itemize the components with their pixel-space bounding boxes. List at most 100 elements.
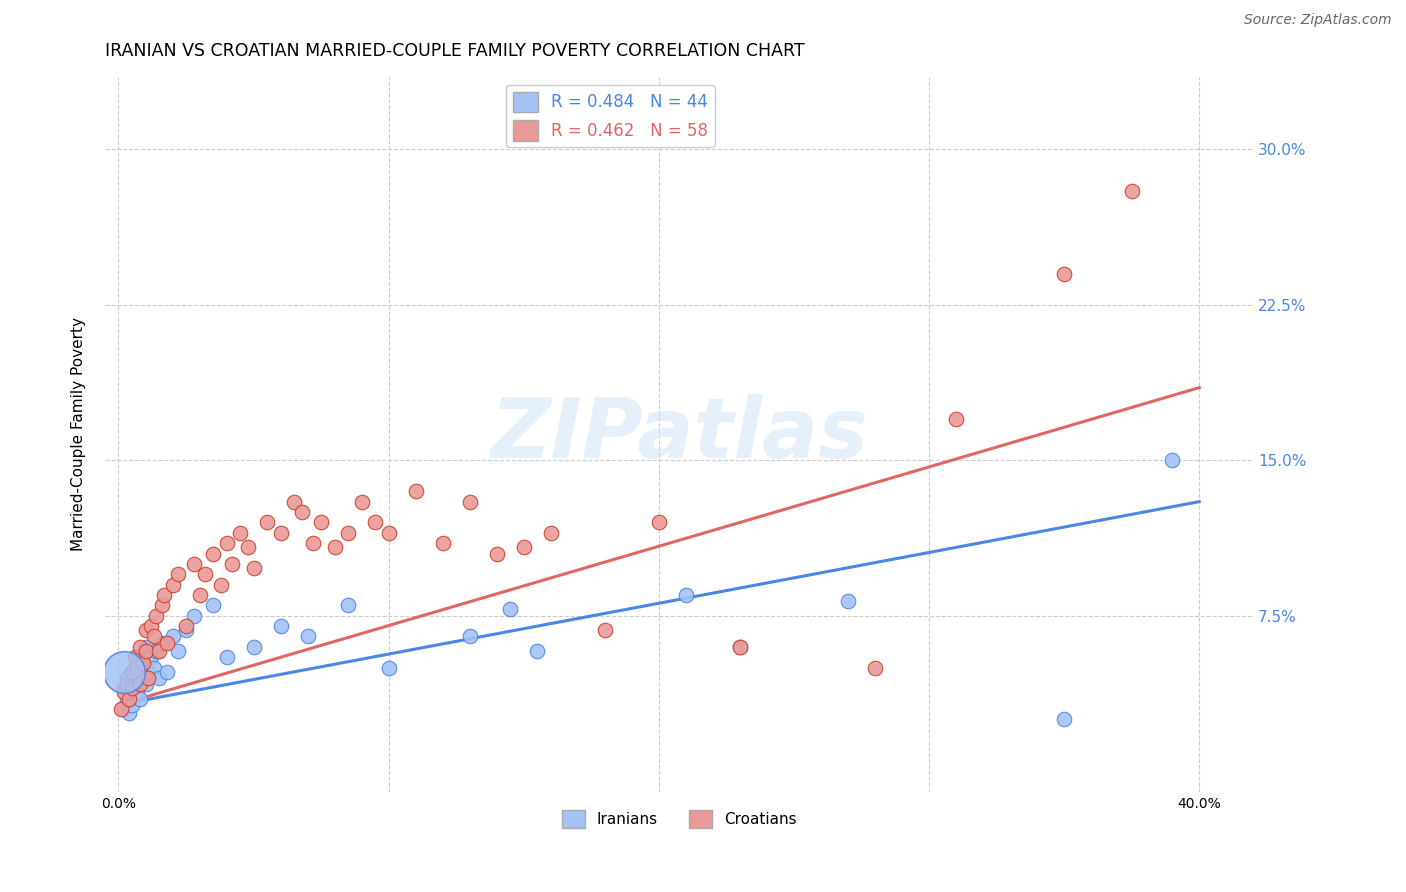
Point [127, 660, 149, 674]
Text: IRANIAN VS CROATIAN MARRIED-COUPLE FAMILY POVERTY CORRELATION CHART: IRANIAN VS CROATIAN MARRIED-COUPLE FAMIL… [105, 42, 804, 60]
Point [209, 577, 232, 591]
Point [302, 536, 325, 550]
Text: Source: ZipAtlas.com: Source: ZipAtlas.com [1244, 13, 1392, 28]
Point [162, 630, 184, 644]
Point [377, 660, 399, 674]
Point [1053, 267, 1076, 281]
Point [156, 665, 179, 679]
Point [167, 567, 190, 582]
Point [215, 536, 238, 550]
Point [142, 660, 165, 674]
Point [112, 681, 135, 696]
Point [202, 547, 225, 561]
Point [229, 525, 252, 540]
Point [148, 644, 170, 658]
Point [121, 681, 143, 696]
Point [148, 671, 170, 685]
Point [127, 685, 149, 699]
Point [124, 650, 146, 665]
Point [118, 706, 141, 721]
Point [499, 602, 522, 616]
Point [127, 650, 149, 665]
Point [513, 541, 536, 555]
Point [134, 624, 156, 638]
Point [291, 505, 314, 519]
Point [150, 635, 173, 649]
Point [377, 525, 399, 540]
Point [270, 525, 292, 540]
Point [256, 516, 278, 530]
Point [121, 665, 143, 679]
Point [238, 541, 260, 555]
Point [728, 640, 751, 654]
Point [194, 567, 217, 582]
Point [136, 665, 159, 679]
Point [129, 677, 152, 691]
Point [150, 599, 173, 613]
Point [118, 685, 141, 699]
Point [242, 640, 264, 654]
Y-axis label: Married-Couple Family Poverty: Married-Couple Family Poverty [72, 318, 86, 551]
Point [458, 494, 481, 508]
Point [1121, 184, 1143, 198]
Point [129, 671, 152, 685]
Point [183, 608, 205, 623]
Point [458, 630, 481, 644]
Point [863, 660, 886, 674]
Point [110, 702, 132, 716]
Point [485, 547, 508, 561]
Point [1161, 453, 1184, 467]
Point [118, 691, 141, 706]
Point [145, 644, 167, 658]
Legend: Iranians, Croatians: Iranians, Croatians [555, 804, 803, 834]
Point [837, 594, 859, 608]
Point [540, 525, 562, 540]
Point [945, 411, 967, 425]
Point [112, 665, 135, 679]
Point [124, 660, 146, 674]
Point [183, 557, 205, 571]
Point [134, 640, 156, 654]
Point [115, 671, 138, 685]
Point [323, 541, 346, 555]
Point [221, 557, 243, 571]
Point [142, 630, 165, 644]
Point [350, 494, 373, 508]
Point [121, 698, 143, 712]
Point [112, 685, 135, 699]
Point [115, 691, 138, 706]
Point [136, 671, 159, 685]
Point [405, 484, 427, 499]
Point [364, 516, 387, 530]
Point [188, 588, 211, 602]
Point [132, 657, 155, 671]
Point [121, 665, 143, 679]
Point [526, 644, 548, 658]
Point [202, 599, 225, 613]
Point [728, 640, 751, 654]
Point [432, 536, 454, 550]
Point [174, 619, 197, 633]
Point [129, 640, 152, 654]
Point [167, 644, 190, 658]
Point [129, 691, 152, 706]
Point [156, 635, 179, 649]
Point [153, 588, 176, 602]
Text: ZIPatlas: ZIPatlas [491, 393, 868, 475]
Point [115, 677, 138, 691]
Point [215, 650, 238, 665]
Point [593, 624, 616, 638]
Point [337, 525, 360, 540]
Point [648, 516, 671, 530]
Point [337, 599, 360, 613]
Point [270, 619, 292, 633]
Point [139, 650, 162, 665]
Point [134, 677, 156, 691]
Point [675, 588, 697, 602]
Point [145, 608, 167, 623]
Point [139, 619, 162, 633]
Point [242, 561, 264, 575]
Point [124, 677, 146, 691]
Point [174, 624, 197, 638]
Point [297, 630, 319, 644]
